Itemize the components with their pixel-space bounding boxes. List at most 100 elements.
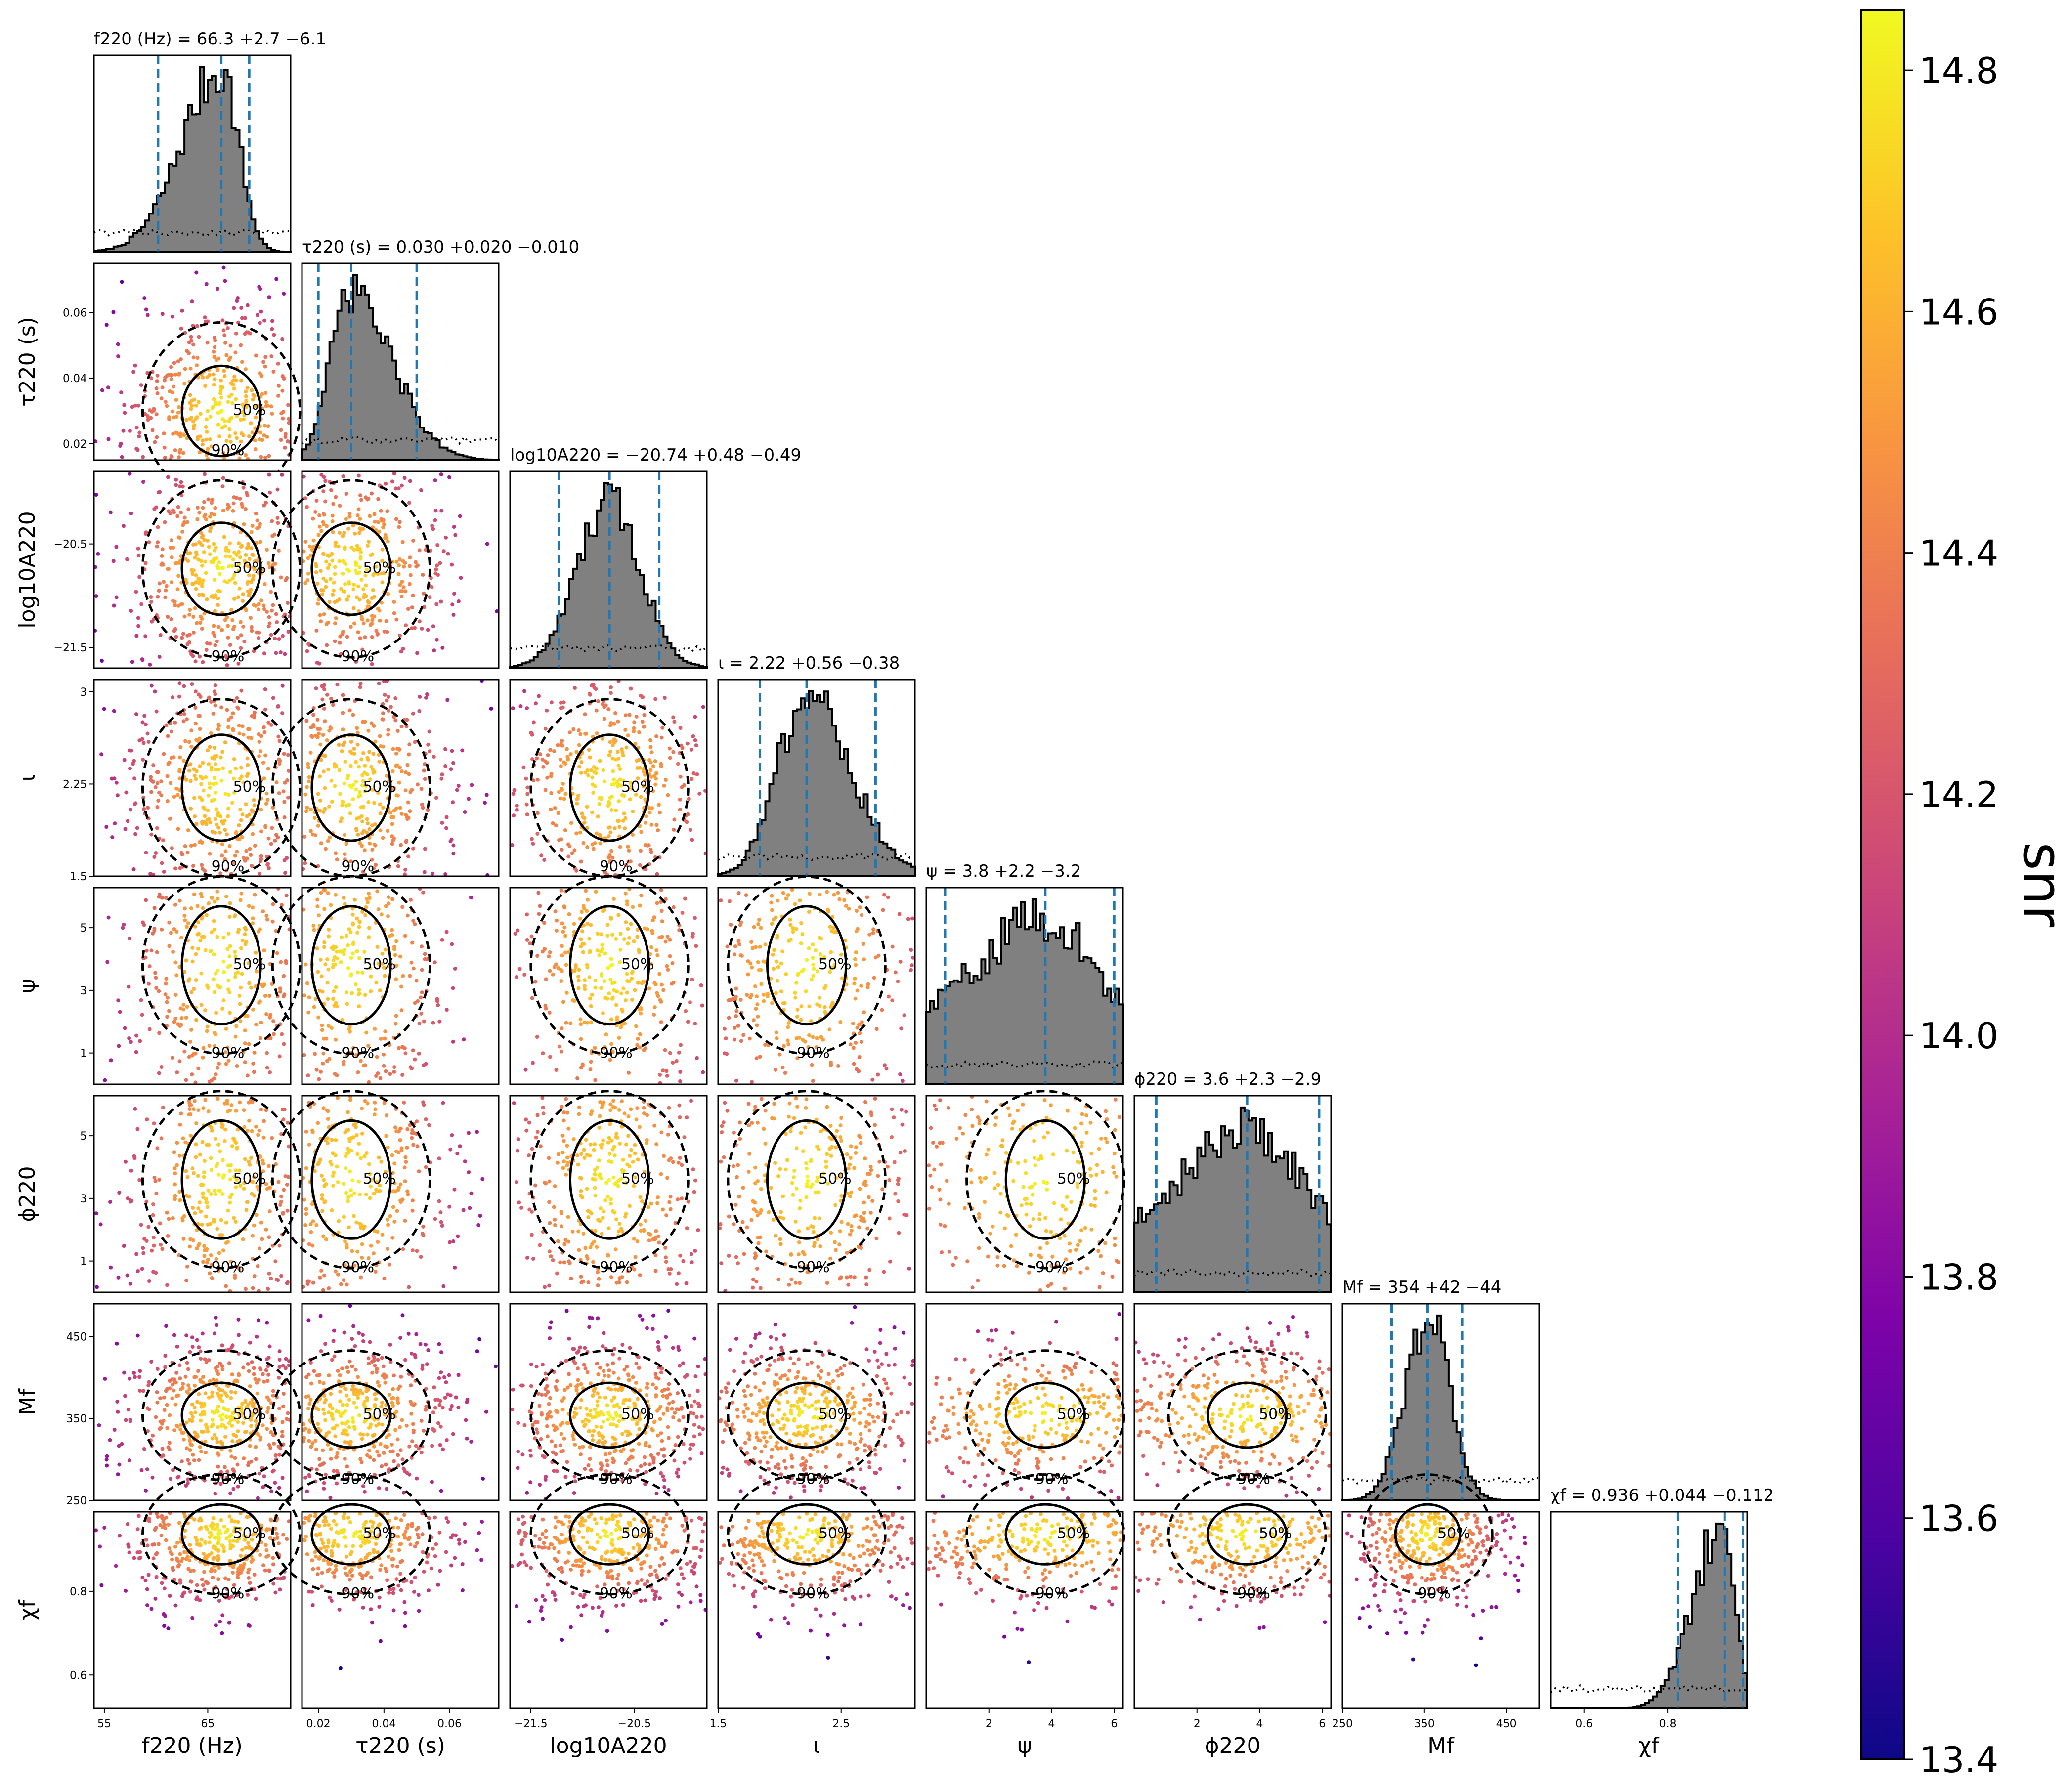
- scatter-point: [545, 708, 549, 713]
- scatter-point: [253, 559, 257, 563]
- scatter-point: [176, 603, 180, 608]
- scatter-point: [628, 1204, 632, 1208]
- scatter-point: [890, 944, 895, 949]
- scatter-point: [333, 621, 337, 626]
- scatter-point: [837, 1242, 842, 1247]
- scatter-point: [209, 896, 214, 900]
- scatter-point: [322, 687, 326, 691]
- scatter-point: [593, 1194, 598, 1198]
- scatter-point: [846, 1282, 851, 1287]
- scatter-point: [252, 1223, 256, 1228]
- scatter-point: [246, 589, 250, 594]
- scatter-point: [368, 514, 372, 518]
- scatter-point: [819, 937, 823, 941]
- scatter-point: [191, 1107, 196, 1111]
- scatter-point: [162, 431, 166, 436]
- scatter-point: [377, 759, 382, 764]
- panel-frame: [93, 262, 292, 461]
- scatter-point: [386, 1223, 390, 1227]
- scatter-point: [245, 856, 249, 861]
- scatter-point: [184, 418, 189, 422]
- scatter-point: [128, 936, 132, 940]
- scatter-point: [364, 1030, 369, 1035]
- scatter-point: [277, 762, 282, 766]
- scatter-point: [548, 969, 552, 973]
- scatter-point: [562, 1260, 566, 1265]
- scatter-point: [377, 608, 382, 613]
- scatter-point: [166, 475, 170, 479]
- scatter-point: [162, 445, 167, 450]
- scatter-point: [152, 906, 157, 910]
- scatter-point: [235, 696, 239, 700]
- scatter-point: [515, 975, 519, 979]
- scatter-point: [161, 838, 165, 843]
- scatter-point: [385, 1218, 389, 1222]
- scatter-point: [206, 808, 210, 812]
- scatter-point: [255, 526, 259, 531]
- scatter-point: [350, 951, 355, 956]
- scatter-point: [565, 1155, 569, 1160]
- scatter-point: [668, 1207, 673, 1211]
- scatter-point: [203, 1098, 208, 1102]
- scatter-point: [365, 567, 369, 572]
- scatter-point: [637, 758, 641, 762]
- scatter-point: [694, 1056, 699, 1060]
- scatter-point: [649, 1201, 653, 1206]
- panel-title-iota: ι = 2.22 +0.56 −0.38: [718, 653, 900, 673]
- scatter-point: [578, 916, 582, 921]
- scatter-point: [613, 757, 618, 762]
- scatter-point: [718, 1222, 723, 1226]
- scatter-point: [244, 1287, 248, 1291]
- scatter-point: [217, 572, 222, 576]
- scatter-point: [231, 711, 235, 716]
- scatter-point: [223, 828, 227, 832]
- scatter-point: [134, 634, 139, 638]
- scatter-point: [405, 1145, 409, 1150]
- scatter-point: [187, 640, 192, 644]
- scatter-point: [241, 402, 245, 407]
- scatter-point: [216, 825, 221, 830]
- scatter-point: [133, 363, 137, 368]
- scatter-point: [117, 1191, 122, 1195]
- scatter-point: [308, 1222, 313, 1226]
- scatter-point: [417, 709, 422, 713]
- scatter-point: [401, 585, 406, 590]
- scatter-point: [630, 977, 634, 981]
- scatter-point: [675, 1282, 679, 1286]
- scatter-point: [263, 355, 268, 359]
- scatter-point: [770, 1001, 774, 1005]
- scatter-point: [838, 1229, 842, 1234]
- scatter-point: [547, 1179, 552, 1184]
- scatter-point: [165, 404, 169, 408]
- scatter-point: [727, 1214, 731, 1219]
- scatter-point: [635, 935, 640, 939]
- scatter-point: [758, 944, 762, 949]
- scatter-point: [204, 648, 209, 652]
- scatter-point: [207, 695, 211, 700]
- scatter-point: [785, 1158, 790, 1162]
- scatter-point: [543, 947, 547, 951]
- scatter-point: [202, 472, 207, 476]
- scatter-point: [577, 765, 582, 769]
- scatter-point: [355, 816, 359, 821]
- scatter-point: [318, 569, 323, 573]
- scatter-point: [363, 720, 367, 724]
- scatter-point: [102, 707, 106, 711]
- scatter-point: [125, 1273, 129, 1278]
- scatter-point: [385, 773, 389, 778]
- scatter-point: [262, 776, 266, 781]
- scatter-point: [648, 768, 653, 772]
- scatter-point: [277, 1243, 282, 1248]
- scatter-point: [672, 720, 677, 724]
- scatter-point: [247, 981, 252, 985]
- scatter-point: [463, 810, 467, 814]
- scatter-point: [571, 998, 575, 1002]
- scatter-point: [184, 1194, 189, 1198]
- scatter-point: [576, 979, 581, 983]
- scatter-point: [251, 553, 256, 557]
- scatter-point: [129, 512, 133, 516]
- scatter-point: [617, 1280, 621, 1284]
- scatter-point: [623, 826, 627, 831]
- scatter-point: [203, 384, 208, 388]
- scatter-point: [263, 994, 267, 998]
